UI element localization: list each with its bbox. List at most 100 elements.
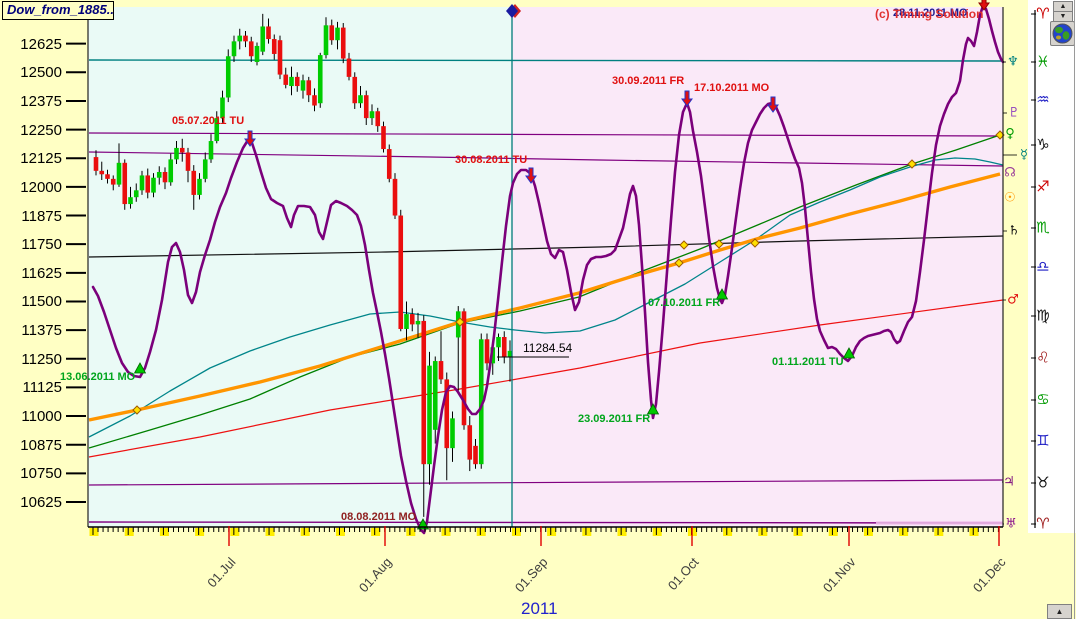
candle-body [427, 365, 432, 465]
aspect-diamond-marker [132, 405, 142, 415]
saturn-level [88, 235, 1004, 258]
week-block [934, 528, 944, 536]
globe-button[interactable] [1050, 21, 1075, 46]
green-up-triangle-icon [715, 288, 729, 300]
past-region-bg [88, 7, 512, 527]
aspect-diamond-marker [679, 240, 689, 250]
candle-body [323, 25, 329, 56]
candle-body [335, 27, 340, 41]
red-down-arrow-icon [767, 96, 779, 113]
aspect-diamond-marker [674, 258, 684, 268]
candle-body [208, 141, 214, 160]
pluto-planet-icon: ♇ [1008, 106, 1020, 121]
candle-body [260, 26, 266, 52]
candle-body [283, 74, 289, 85]
candle-body [375, 111, 381, 127]
candle-body [202, 159, 208, 179]
candle-body [254, 45, 260, 62]
mars-trend [88, 299, 1004, 458]
green-up-triangle-icon [842, 347, 856, 359]
jupiter-level [88, 479, 1004, 486]
candle-body [409, 314, 415, 325]
candle-body [289, 76, 294, 87]
candle-body [329, 25, 335, 41]
candle-body [185, 152, 191, 171]
cancer-zodiac-icon: ♋ [1036, 391, 1049, 409]
node-level [88, 151, 1004, 167]
pluto-level [88, 132, 1001, 137]
candle-body [421, 320, 427, 465]
aries-zodiac-icon: ♈ [1036, 5, 1049, 23]
saturn-planet-icon: ♄ [1008, 224, 1020, 239]
neptune-level [88, 59, 1004, 62]
aquarius-zodiac-icon: ♒ [1036, 91, 1049, 109]
candle-body [467, 425, 473, 460]
candle-body [145, 175, 151, 193]
candle-body [162, 171, 168, 183]
candle-body [317, 55, 323, 104]
candle-body [231, 41, 237, 57]
week-block [89, 528, 99, 536]
red-down-arrow-icon [525, 167, 537, 184]
aspect-diamond-marker [455, 317, 465, 327]
candle-body [271, 39, 277, 54]
red-down-arrow-icon [244, 130, 256, 147]
red-down-arrow-icon [978, 0, 990, 11]
candle-body [133, 190, 139, 198]
week-block [230, 528, 240, 536]
candle-body [398, 215, 404, 329]
week-block [723, 528, 733, 536]
candle-body [174, 147, 179, 160]
candle-body [266, 26, 271, 40]
candle-body [478, 339, 484, 465]
candle-body [507, 350, 513, 357]
candle-body [243, 35, 248, 42]
week-block [863, 528, 873, 536]
week-block [582, 528, 592, 536]
uranus-band [876, 521, 1003, 525]
candle-body [369, 111, 375, 119]
candle-body [381, 126, 386, 150]
candle-body [438, 361, 444, 380]
candle-body [404, 314, 409, 329]
pisces-zodiac-icon: ♓ [1036, 53, 1049, 71]
candle-body [432, 361, 438, 430]
candle-body [294, 76, 300, 87]
candle-body [151, 177, 156, 193]
uranus-level [88, 521, 1004, 524]
candle-body [116, 162, 122, 185]
candle-body [93, 157, 99, 171]
candle-body [191, 170, 197, 195]
candle-body [128, 197, 133, 205]
neptune-planet-icon: ♆ [1007, 55, 1019, 70]
week-block [511, 528, 521, 536]
last-price-label: 11284.54 [523, 341, 573, 355]
uranus-planet-icon: ♅ [1005, 517, 1017, 532]
candle-body [225, 56, 231, 98]
scroll-up-button[interactable]: ▲ [1047, 604, 1072, 619]
candle-body [248, 41, 254, 57]
sun-trend [88, 172, 1001, 422]
mercury-planet-icon: ☿ [1020, 148, 1028, 163]
green-up-triangle-icon [133, 362, 147, 374]
candle-body [312, 95, 317, 106]
chart-tab[interactable]: Dow_from_1885.. [2, 1, 114, 20]
week-block [124, 528, 134, 536]
capricorn-zodiac-icon: ♑ [1036, 136, 1049, 154]
candle-body [392, 178, 398, 216]
candle-body [237, 35, 243, 42]
candle-body [99, 170, 105, 175]
candle-body [461, 311, 467, 426]
week-block [159, 528, 169, 536]
year-label: 2011 [521, 599, 558, 618]
week-block [406, 528, 416, 536]
week-block [969, 528, 979, 536]
candle-body [346, 58, 352, 77]
week-block [652, 528, 662, 536]
week-block [300, 528, 310, 536]
start-diamond-icon [506, 4, 518, 18]
candle-body [122, 162, 128, 205]
week-block [441, 528, 451, 536]
